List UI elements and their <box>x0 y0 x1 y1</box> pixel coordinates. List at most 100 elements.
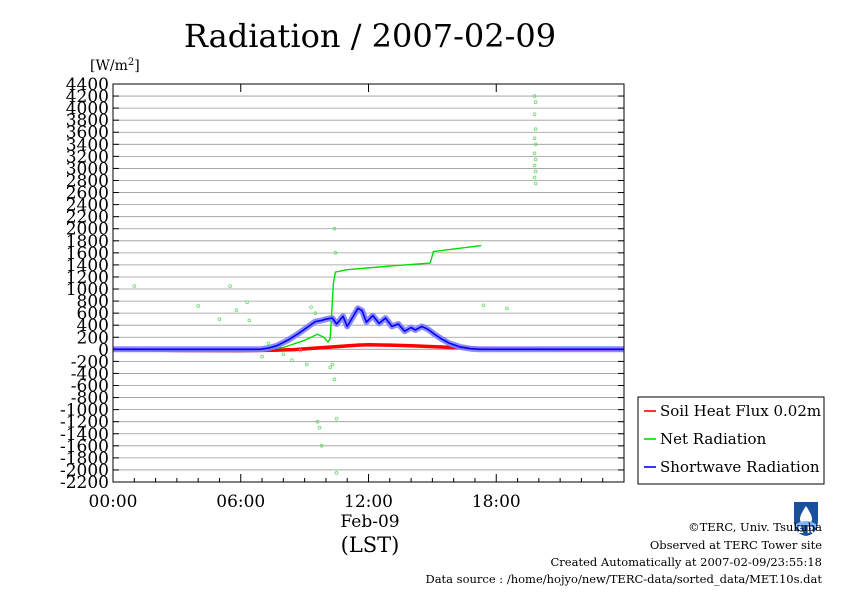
y-tick-label: 3000 <box>66 159 109 179</box>
y-tick-label: 2600 <box>66 184 109 204</box>
scatter-point <box>481 303 486 308</box>
y-tick-label: 1200 <box>66 268 109 288</box>
scatter-point <box>196 304 200 308</box>
scatter-point <box>333 251 338 255</box>
legend: Soil Heat Flux 0.02m Net Radiation Shortwa… <box>637 396 825 485</box>
y-tick-label: 3600 <box>66 123 109 143</box>
y-tick-label: 2800 <box>66 171 109 191</box>
y-tick-label: 1600 <box>66 244 109 264</box>
y-tick-label: 2200 <box>66 208 109 228</box>
scatter-point <box>217 317 222 321</box>
scatter-point <box>533 169 538 174</box>
y-tick-label: -200 <box>71 352 109 372</box>
scatter-point <box>332 226 337 231</box>
scatter-point <box>332 377 337 382</box>
chart-title: Radiation / 2007-02-09 <box>184 17 556 55</box>
scatter-point <box>533 100 538 104</box>
y-tick-label: 3400 <box>66 135 109 155</box>
terc-logo-text: T E R C <box>788 526 824 536</box>
y-tick-label: -600 <box>71 377 109 397</box>
terc-logo: T E R C <box>788 502 824 536</box>
y-tick-label: -2200 <box>60 473 109 493</box>
x-tick-label: 12:00 <box>344 492 393 512</box>
scatter-point <box>334 416 339 421</box>
y-tick-label: 800 <box>77 292 109 312</box>
scatter-point <box>266 341 271 346</box>
scatter-point <box>532 112 537 116</box>
net-radiation-scatter <box>132 94 538 475</box>
scatter-point <box>533 127 538 132</box>
scatter-point <box>533 142 538 147</box>
footer-created: Created Automatically at 2007-02-09/23:5… <box>551 555 823 569</box>
scatter-point <box>309 305 313 309</box>
y-tick-label: -1200 <box>60 413 109 433</box>
scatter-point <box>281 352 286 356</box>
y-tick-label: 4000 <box>66 99 109 119</box>
y-tick-label: -400 <box>71 364 109 384</box>
x-tick-label: 06:00 <box>216 492 265 512</box>
y-tick-label: 1400 <box>66 256 109 276</box>
grid-lines <box>113 95 624 471</box>
x-axis-date-label: Feb-09 <box>340 512 399 532</box>
x-axis-ticks: 00:00 06:00 12:00 18:00 <box>89 84 604 512</box>
scatter-point <box>533 157 538 162</box>
y-tick-label: 0 <box>98 340 109 360</box>
y-tick-label: -1600 <box>60 437 109 457</box>
y-tick-label: -1400 <box>60 425 109 445</box>
y-tick-label: 3200 <box>66 147 109 167</box>
scatter-point <box>313 311 318 315</box>
footer-credit: ©TERC, Univ. Tsukuba <box>688 520 822 534</box>
series-layer <box>112 94 625 475</box>
scatter-point <box>317 425 322 430</box>
y-axis-ticks: -2200-2000-1800-1600-1400-1200-1000-800-… <box>60 75 624 493</box>
y-tick-label: 1800 <box>66 232 109 252</box>
y-tick-label: 200 <box>77 328 109 348</box>
x-tick-label: 18:00 <box>472 492 521 512</box>
scatter-point <box>328 365 332 370</box>
y-tick-label: -1800 <box>60 449 109 469</box>
y-tick-label: -1000 <box>60 401 109 421</box>
scatter-point <box>228 284 232 288</box>
scatter-point <box>315 419 320 424</box>
scatter-point <box>319 444 324 448</box>
scatter-point <box>532 136 537 141</box>
y-tick-label: -2000 <box>60 461 109 481</box>
y-tick-label: 1000 <box>66 280 109 300</box>
y-tick-label: 4200 <box>66 87 109 107</box>
y-tick-label: 600 <box>77 304 109 324</box>
footer-source: Data source : /home/hojyo/new/TERC-data/… <box>425 572 822 586</box>
legend-label-net-radiation: Net Radiation <box>660 430 767 448</box>
y-tick-label: 4400 <box>66 75 109 95</box>
scatter-point <box>245 300 249 305</box>
y-tick-label: 2000 <box>66 220 109 240</box>
scatter-point <box>330 362 335 367</box>
scatter-point <box>532 94 537 98</box>
scatter-point <box>234 308 239 312</box>
footer-observed: Observed at TERC Tower site <box>650 538 822 552</box>
scatter-point <box>532 151 537 156</box>
x-tick-label: 00:00 <box>89 492 138 512</box>
scatter-point <box>304 362 309 367</box>
scatter-point <box>334 471 339 475</box>
scatter-point <box>298 348 303 353</box>
shortwave-radiation-line <box>113 307 624 351</box>
scatter-point <box>132 284 137 288</box>
legend-label-shortwave-radiation: Shortwave Radiation <box>660 458 820 476</box>
scatter-point <box>260 354 264 359</box>
x-axis-label: (LST) <box>341 533 400 557</box>
y-tick-label: 3800 <box>66 111 109 131</box>
legend-label-soil-heat-flux-0-02m: Soil Heat Flux 0.02m <box>660 402 821 420</box>
legend-box <box>637 396 825 485</box>
scatter-point <box>290 358 294 362</box>
y-tick-label: 400 <box>77 316 109 336</box>
scatter-point <box>532 163 537 168</box>
scatter-point <box>247 318 252 323</box>
scatter-point <box>533 181 538 186</box>
plot-frame <box>112 83 625 483</box>
y-tick-label: -800 <box>71 389 109 409</box>
y-tick-label: 2400 <box>66 196 109 216</box>
scatter-point <box>505 306 509 311</box>
y-axis-unit-label: [W/m2] <box>90 57 140 74</box>
scatter-point <box>532 175 537 180</box>
